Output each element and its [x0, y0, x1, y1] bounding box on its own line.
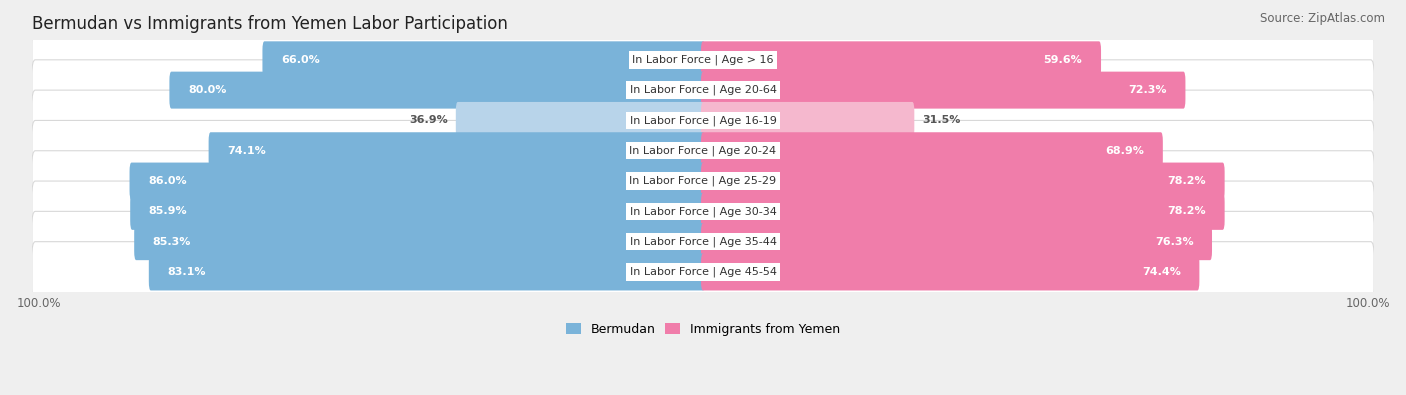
FancyBboxPatch shape: [702, 254, 1199, 290]
FancyBboxPatch shape: [149, 254, 704, 290]
Text: 74.4%: 74.4%: [1142, 267, 1181, 277]
FancyBboxPatch shape: [263, 41, 704, 78]
FancyBboxPatch shape: [169, 71, 704, 109]
FancyBboxPatch shape: [702, 41, 1101, 78]
Text: 74.1%: 74.1%: [228, 146, 266, 156]
FancyBboxPatch shape: [702, 102, 914, 139]
Text: 76.3%: 76.3%: [1154, 237, 1194, 246]
FancyBboxPatch shape: [702, 193, 1225, 230]
Text: In Labor Force | Age 25-29: In Labor Force | Age 25-29: [630, 176, 776, 186]
Text: 80.0%: 80.0%: [188, 85, 226, 95]
Text: In Labor Force | Age 20-24: In Labor Force | Age 20-24: [630, 145, 776, 156]
FancyBboxPatch shape: [208, 132, 704, 169]
FancyBboxPatch shape: [702, 132, 1163, 169]
Text: 31.5%: 31.5%: [922, 115, 960, 126]
Text: 85.9%: 85.9%: [149, 206, 187, 216]
FancyBboxPatch shape: [134, 223, 704, 260]
FancyBboxPatch shape: [702, 163, 1225, 199]
Text: 59.6%: 59.6%: [1043, 55, 1083, 65]
Text: 72.3%: 72.3%: [1129, 85, 1167, 95]
FancyBboxPatch shape: [131, 193, 704, 230]
FancyBboxPatch shape: [32, 30, 1374, 90]
Text: 86.0%: 86.0%: [148, 176, 187, 186]
FancyBboxPatch shape: [32, 242, 1374, 302]
Text: 78.2%: 78.2%: [1167, 176, 1206, 186]
Text: 85.3%: 85.3%: [153, 237, 191, 246]
Text: In Labor Force | Age 20-64: In Labor Force | Age 20-64: [630, 85, 776, 95]
Text: In Labor Force | Age 45-54: In Labor Force | Age 45-54: [630, 267, 776, 277]
FancyBboxPatch shape: [32, 90, 1374, 151]
Text: 78.2%: 78.2%: [1167, 206, 1206, 216]
Legend: Bermudan, Immigrants from Yemen: Bermudan, Immigrants from Yemen: [561, 318, 845, 341]
Text: In Labor Force | Age 30-34: In Labor Force | Age 30-34: [630, 206, 776, 216]
Text: Source: ZipAtlas.com: Source: ZipAtlas.com: [1260, 12, 1385, 25]
Text: In Labor Force | Age > 16: In Labor Force | Age > 16: [633, 55, 773, 65]
FancyBboxPatch shape: [32, 181, 1374, 242]
FancyBboxPatch shape: [32, 151, 1374, 211]
FancyBboxPatch shape: [702, 71, 1185, 109]
FancyBboxPatch shape: [129, 163, 704, 199]
Text: 68.9%: 68.9%: [1105, 146, 1144, 156]
Text: 83.1%: 83.1%: [167, 267, 205, 277]
FancyBboxPatch shape: [32, 60, 1374, 120]
FancyBboxPatch shape: [32, 211, 1374, 272]
Text: In Labor Force | Age 16-19: In Labor Force | Age 16-19: [630, 115, 776, 126]
Text: Bermudan vs Immigrants from Yemen Labor Participation: Bermudan vs Immigrants from Yemen Labor …: [32, 15, 508, 33]
FancyBboxPatch shape: [32, 120, 1374, 181]
Text: 66.0%: 66.0%: [281, 55, 319, 65]
Text: 36.9%: 36.9%: [409, 115, 449, 126]
Text: In Labor Force | Age 35-44: In Labor Force | Age 35-44: [630, 237, 776, 247]
FancyBboxPatch shape: [702, 223, 1212, 260]
FancyBboxPatch shape: [456, 102, 704, 139]
